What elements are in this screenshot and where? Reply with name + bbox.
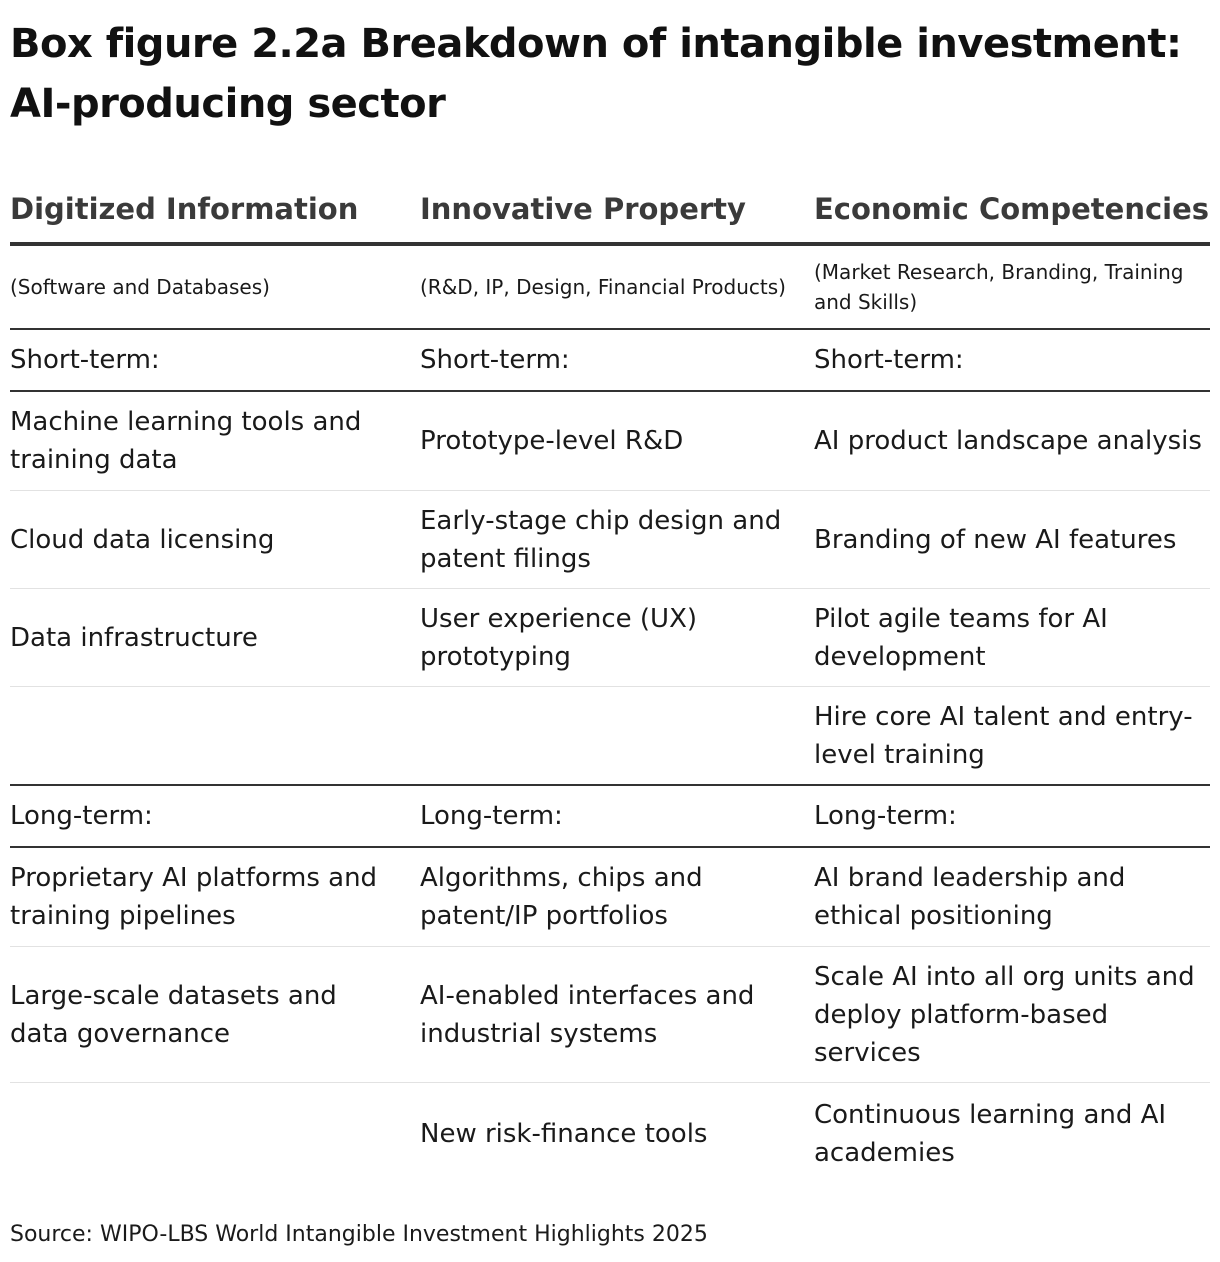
table-subheader-row: (Software and Databases) (R&D, IP, Desig… xyxy=(10,246,1210,330)
section-label: Short-term: xyxy=(420,345,570,375)
figure-title: Box figure 2.2a Breakdown of intangible … xyxy=(10,21,1182,127)
table-cell: Machine learning tools and training data xyxy=(10,407,362,475)
table-cell: Data infrastructure xyxy=(10,622,258,653)
table-cell xyxy=(10,1083,420,1185)
table-cell: Continuous learning and AI academies xyxy=(814,1100,1167,1168)
table-row: Cloud data licensing Early-stage chip de… xyxy=(10,491,1210,589)
section-label: Long-term: xyxy=(814,801,957,831)
column-heading: Innovative Property xyxy=(420,192,746,226)
table-cell: Scale AI into all org units and deploy p… xyxy=(814,961,1195,1068)
table-row: Large-scale datasets and data governance… xyxy=(10,947,1210,1083)
table-cell: AI product landscape analysis xyxy=(814,426,1202,456)
source-note: Source: WIPO-LBS World Intangible Invest… xyxy=(10,1222,708,1247)
table-header-row: Digitized Information Innovative Propert… xyxy=(10,176,1210,246)
section-label: Long-term: xyxy=(10,801,153,831)
table-cell: New risk-finance tools xyxy=(420,1119,708,1149)
table-row: Machine learning tools and training data… xyxy=(10,392,1210,491)
column-subheading: (Software and Databases) xyxy=(10,275,270,299)
table-cell: Cloud data licensing xyxy=(10,524,275,555)
table-cell: Pilot agile teams for AI development xyxy=(814,603,1108,672)
table-cell: Branding of new AI features xyxy=(814,524,1177,555)
table-cell: AI-enabled interfaces and industrial sys… xyxy=(420,980,755,1049)
section-label: Short-term: xyxy=(10,345,160,375)
table-cell: AI brand leadership and ethical position… xyxy=(814,863,1126,931)
table-cell: Early-stage chip design and patent filin… xyxy=(420,505,782,574)
table-row: New risk-finance tools Continuous learni… xyxy=(10,1083,1210,1185)
table-row: Hire core AI talent and entry-level trai… xyxy=(10,687,1210,786)
table-cell: User experience (UX) prototyping xyxy=(420,603,698,672)
column-subheading: (Market Research, Branding, Training and… xyxy=(814,260,1184,314)
table-cell: Large-scale datasets and data governance xyxy=(10,980,337,1049)
table-cell: Proprietary AI platforms and training pi… xyxy=(10,863,378,931)
section-label: Short-term: xyxy=(814,345,964,375)
column-heading: Digitized Information xyxy=(10,192,359,226)
table-cell xyxy=(420,687,814,784)
long-term-section-row: Long-term: Long-term: Long-term: xyxy=(10,786,1210,848)
table-cell: Prototype-level R&D xyxy=(420,426,684,456)
short-term-section-row: Short-term: Short-term: Short-term: xyxy=(10,330,1210,392)
table-cell xyxy=(10,687,420,784)
section-label: Long-term: xyxy=(420,801,563,831)
column-subheading: (R&D, IP, Design, Financial Products) xyxy=(420,275,786,299)
table-row: Data infrastructure User experience (UX)… xyxy=(10,589,1210,687)
table-cell: Algorithms, chips and patent/IP portfoli… xyxy=(420,863,703,931)
intangible-investment-table: Digitized Information Innovative Propert… xyxy=(10,176,1210,1185)
table-row: Proprietary AI platforms and training pi… xyxy=(10,848,1210,947)
column-heading: Economic Competencies xyxy=(814,192,1210,226)
table-cell: Hire core AI talent and entry-level trai… xyxy=(814,701,1193,770)
